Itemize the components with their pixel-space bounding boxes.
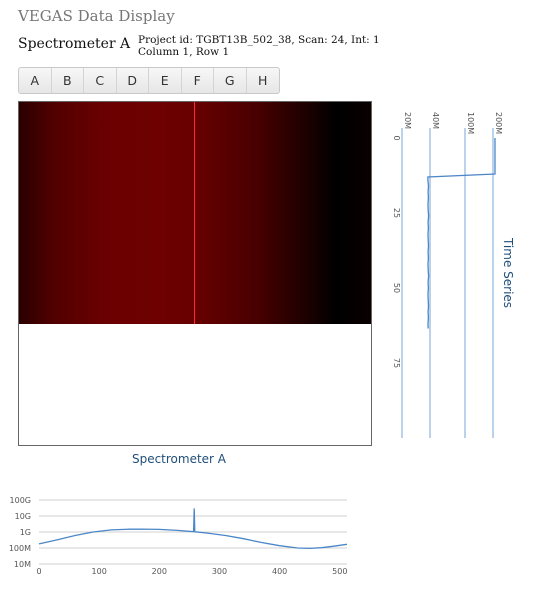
bank-tab-f[interactable]: F (182, 68, 214, 93)
spectrum-x-tick-label: 100 (92, 567, 107, 576)
bank-tab-d[interactable]: D (117, 68, 149, 93)
spectrometer-name: Spectrometer A (18, 36, 131, 52)
spectrum-y-tick-label: 10G (15, 512, 31, 521)
spectrum-y-tick-label: 10M (14, 560, 31, 569)
time-series-chart[interactable]: 20M 40M 100M 200M 0 25 50 75 Time Series (380, 108, 530, 440)
spectrum-x-tick-label: 500 (332, 567, 347, 576)
time-series-time-tick-label: 0 (392, 135, 401, 140)
project-line: Project id: TGBT13B_502_38, Scan: 24, In… (138, 34, 380, 46)
time-series-value-tick-label: 200M (494, 112, 503, 134)
app-title: VEGAS Data Display (18, 7, 175, 25)
spectrum-x-tick-label: 0 (36, 567, 41, 576)
bank-tab-b[interactable]: B (52, 68, 84, 93)
time-series-time-tick-label: 75 (392, 358, 401, 368)
channel-marker-line[interactable] (194, 102, 195, 324)
bank-tab-g[interactable]: G (214, 68, 247, 93)
spectrum-x-tick-label: 400 (272, 567, 287, 576)
spectrum-x-tick-label: 300 (212, 567, 227, 576)
time-series-time-tick-label: 25 (392, 208, 401, 218)
bank-tab-bar: A B C D E F G H (18, 67, 280, 94)
position-line: Column 1, Row 1 (138, 46, 230, 58)
spectrum-line (38, 508, 348, 550)
bank-tab-h[interactable]: H (258, 73, 268, 88)
bank-tab-c[interactable]: C (84, 68, 117, 93)
spectrum-title: Spectrometer A (132, 452, 227, 466)
time-series-value-tick-label: 20M (403, 112, 412, 129)
spectrum-y-tick-label: 100G (10, 496, 31, 505)
spectrum-chart[interactable]: Spectrometer A 10M 100M 1G 10G 100G 0 100 200 300… (0, 448, 372, 582)
time-series-value-tick-label: 100M (466, 112, 475, 134)
bank-tab-e[interactable]: E (149, 68, 182, 93)
spectrum-x-tick-label: 200 (152, 567, 167, 576)
spectrum-y-tick-label: 100M (9, 544, 31, 553)
spectrum-y-tick-label: 1G (20, 528, 31, 537)
time-series-line (427, 138, 496, 329)
time-series-title: Time Series (501, 237, 515, 308)
time-series-value-tick-label: 40M (431, 112, 440, 129)
project-info: Project id: TGBT13B_502_38, Scan: 24, In… (138, 34, 380, 58)
waterfall-panel[interactable] (18, 101, 372, 446)
time-series-time-tick-label: 50 (392, 283, 401, 293)
waterfall-heatmap[interactable] (19, 102, 371, 324)
bank-tab-a[interactable]: A (19, 68, 52, 93)
